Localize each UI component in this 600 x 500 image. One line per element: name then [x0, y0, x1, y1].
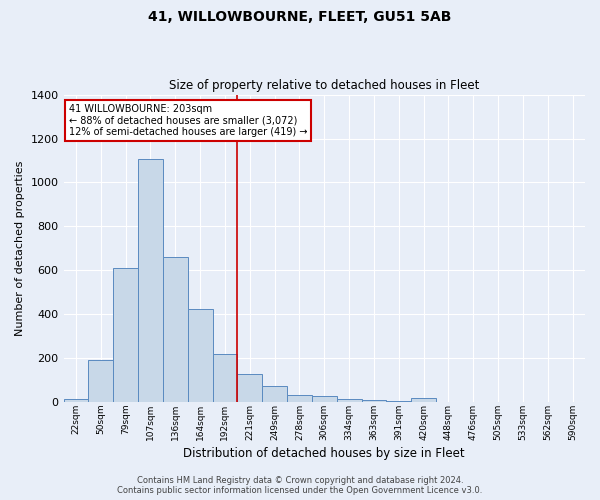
- Bar: [238, 374, 262, 402]
- Bar: [138, 159, 163, 402]
- Bar: [163, 256, 188, 402]
- Bar: [212, 354, 238, 403]
- Bar: [386, 400, 411, 402]
- Bar: [188, 309, 212, 402]
- Text: 41, WILLOWBOURNE, FLEET, GU51 5AB: 41, WILLOWBOURNE, FLEET, GU51 5AB: [148, 10, 452, 24]
- Bar: [287, 395, 312, 402]
- X-axis label: Distribution of detached houses by size in Fleet: Distribution of detached houses by size …: [184, 447, 465, 460]
- Bar: [362, 400, 386, 402]
- Text: 41 WILLOWBOURNE: 203sqm
← 88% of detached houses are smaller (3,072)
12% of semi: 41 WILLOWBOURNE: 203sqm ← 88% of detache…: [69, 104, 307, 137]
- Bar: [411, 398, 436, 402]
- Bar: [88, 360, 113, 403]
- Bar: [337, 399, 362, 402]
- Bar: [312, 396, 337, 402]
- Bar: [113, 268, 138, 402]
- Title: Size of property relative to detached houses in Fleet: Size of property relative to detached ho…: [169, 79, 479, 92]
- Bar: [64, 399, 88, 402]
- Y-axis label: Number of detached properties: Number of detached properties: [15, 160, 25, 336]
- Bar: [262, 386, 287, 402]
- Text: Contains HM Land Registry data © Crown copyright and database right 2024.
Contai: Contains HM Land Registry data © Crown c…: [118, 476, 482, 495]
